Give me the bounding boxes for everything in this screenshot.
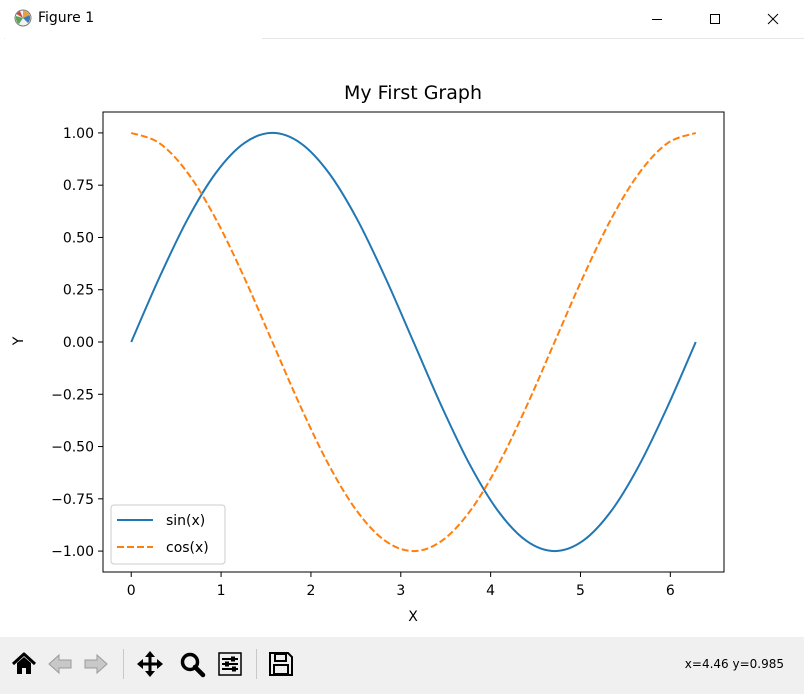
x-tick-label: 3 bbox=[396, 583, 405, 599]
save-icon bbox=[269, 652, 293, 676]
y-tick-label: −1.00 bbox=[51, 544, 94, 560]
close-button[interactable] bbox=[744, 0, 802, 38]
y-axis: 1.00 0.75 0.50 0.25 0.00 −0.25 −0.50 −0.75 −1.00 bbox=[51, 126, 103, 560]
matplotlib-logo-icon bbox=[14, 9, 32, 27]
forward-button[interactable] bbox=[80, 647, 112, 681]
legend: sin(x) cos(x) bbox=[110, 504, 226, 565]
title-bar[interactable]: Figure 1 bbox=[0, 0, 804, 38]
series-line-cosx bbox=[130, 131, 697, 553]
back-button[interactable] bbox=[44, 647, 76, 681]
zoom-icon bbox=[180, 652, 206, 678]
x-axis: 0 1 2 3 4 5 6 bbox=[127, 572, 675, 599]
maximize-icon bbox=[710, 14, 720, 24]
pan-button[interactable] bbox=[134, 647, 166, 681]
save-button[interactable] bbox=[265, 647, 297, 681]
cursor-x-readout: x=4.46 bbox=[684, 657, 729, 671]
y-tick-label: 0.25 bbox=[63, 283, 94, 299]
forward-icon bbox=[84, 653, 108, 675]
y-tick-label: 0.50 bbox=[63, 230, 94, 246]
x-tick-label: 0 bbox=[127, 583, 136, 599]
x-tick-label: 5 bbox=[576, 583, 585, 599]
y-tick-label: 1.00 bbox=[63, 126, 94, 142]
x-tick-label: 2 bbox=[306, 583, 315, 599]
legend-label-cos: cos(x) bbox=[166, 540, 209, 556]
toolbar-separator bbox=[256, 649, 257, 679]
close-icon bbox=[767, 13, 779, 25]
line-chart[interactable]: My First Graph 0 1 2 3 4 5 6 1.00 0.75 0.50 0.25 0… bbox=[0, 39, 804, 637]
configure-subplots-button[interactable] bbox=[214, 647, 246, 681]
cursor-coordinates: x=4.46 y=0.985 bbox=[685, 657, 784, 671]
maximize-button[interactable] bbox=[686, 0, 744, 38]
title-bar-divider bbox=[262, 38, 804, 39]
zoom-button[interactable] bbox=[176, 647, 208, 681]
y-tick-label: −0.50 bbox=[51, 440, 94, 456]
legend-label-sin: sin(x) bbox=[166, 513, 205, 529]
y-axis-label: Y bbox=[11, 336, 27, 346]
minimize-icon bbox=[652, 19, 662, 20]
back-icon bbox=[48, 653, 72, 675]
home-icon bbox=[11, 652, 37, 674]
y-tick-label: 0.00 bbox=[63, 335, 94, 351]
cursor-y-readout: y=0.985 bbox=[732, 657, 784, 671]
x-axis-label: X bbox=[408, 609, 418, 625]
configure-subplots-icon bbox=[218, 652, 242, 676]
home-button[interactable] bbox=[8, 647, 40, 681]
x-tick-label: 4 bbox=[486, 583, 495, 599]
y-tick-label: −0.25 bbox=[51, 387, 94, 403]
chart-title: My First Graph bbox=[344, 82, 482, 104]
y-tick-label: −0.75 bbox=[51, 492, 94, 508]
pan-icon bbox=[137, 651, 163, 677]
y-tick-label: 0.75 bbox=[63, 178, 94, 194]
figure-canvas[interactable]: My First Graph 0 1 2 3 4 5 6 1.00 0.75 0.50 0.25 0… bbox=[0, 39, 804, 637]
plot-lines bbox=[130, 131, 697, 553]
navigation-toolbar: x=4.46 y=0.985 bbox=[0, 637, 804, 694]
x-tick-label: 6 bbox=[666, 583, 675, 599]
series-line-sinx bbox=[130, 131, 697, 553]
window-title: Figure 1 bbox=[38, 10, 95, 26]
toolbar-separator bbox=[123, 649, 124, 679]
x-tick-label: 1 bbox=[217, 583, 226, 599]
minimize-button[interactable] bbox=[628, 0, 686, 38]
